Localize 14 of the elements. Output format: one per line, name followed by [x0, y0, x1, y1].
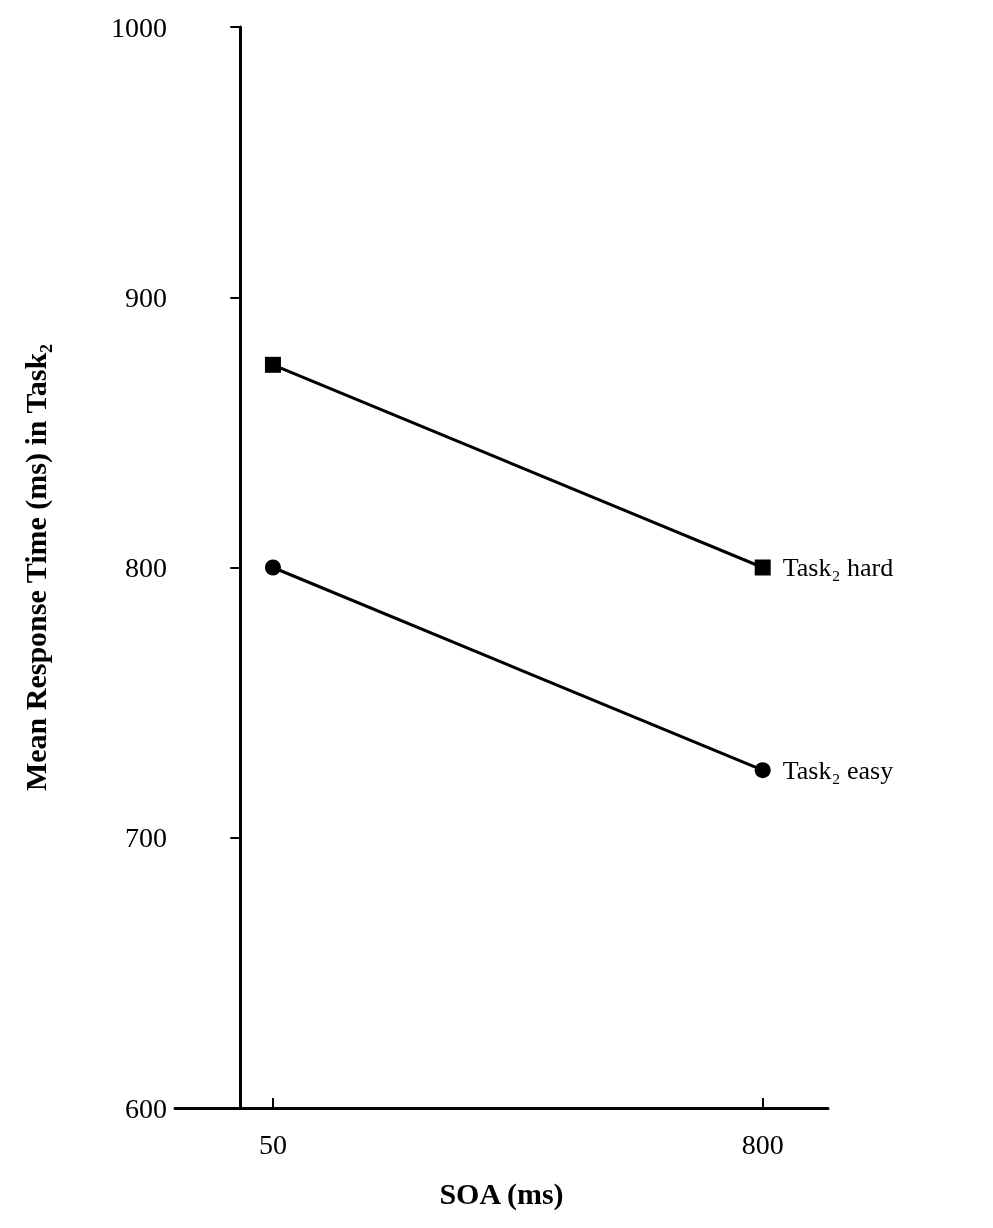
point [754, 559, 771, 576]
series-label: Task₂ hard [782, 553, 894, 582]
point [754, 762, 771, 779]
y-tick-label: 1000 [111, 11, 167, 43]
point [264, 559, 281, 576]
x-tick-label: 50 [258, 1128, 287, 1160]
y-tick-label: 600 [125, 1092, 167, 1124]
y-tick-label: 700 [125, 822, 167, 854]
y-axis-title: Mean Response Time (ms) in Task₂ [18, 343, 53, 792]
x-axis-title: SOA (ms) [439, 1176, 564, 1211]
y-tick-label: 900 [125, 281, 167, 313]
y-tick-label: 800 [125, 552, 167, 583]
point [264, 356, 281, 373]
series-label: Task₂ easy [782, 755, 894, 785]
